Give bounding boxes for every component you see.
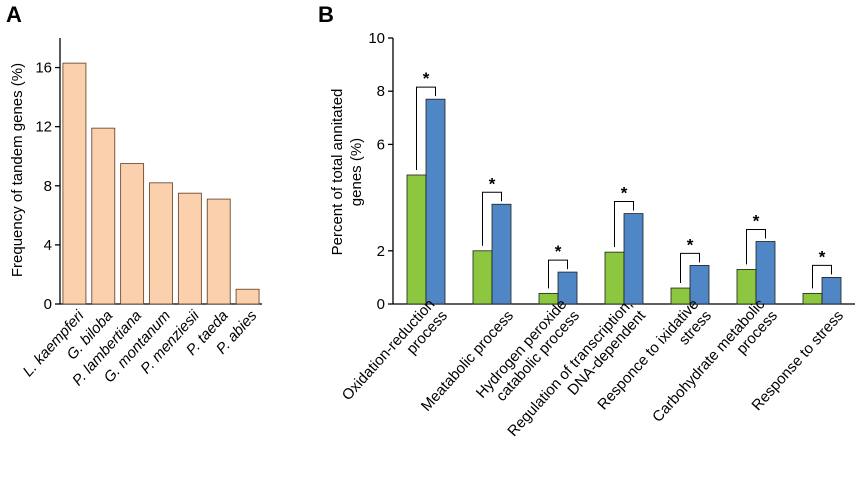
panel-b-significance-star: * <box>753 211 760 230</box>
panel-a-label: A <box>6 2 22 27</box>
panel-b-axes: 0 2 6 8 10 <box>368 30 855 313</box>
panel-b-significance-star: * <box>687 235 694 254</box>
panel-a-y-tick-label: 12 <box>35 119 52 136</box>
panel-a-bar <box>62 62 87 305</box>
panel-a-bar <box>120 163 145 305</box>
panel-b-y-tick-label: 8 <box>377 83 385 100</box>
panel-b-bar <box>689 265 710 305</box>
panel-a-bar <box>235 288 260 305</box>
panel-b-bar <box>755 241 776 305</box>
panel-b-bar <box>802 292 823 305</box>
panel-b-significance-star: * <box>555 242 562 261</box>
panel-b-significance-bracket <box>482 191 502 246</box>
panel-b-category-label-line: Oxidation-reduction <box>339 296 439 404</box>
panel-a-y-tick-label: 0 <box>44 296 52 313</box>
panel-b: B Percent of total annitated genes (%) 0… <box>318 2 855 440</box>
panel-b-significance-star: * <box>423 69 430 88</box>
panel-b-significance-bracket <box>812 264 832 289</box>
panel-b-label: B <box>318 2 334 27</box>
panel-b-bar <box>821 276 842 305</box>
panel-b-bars <box>406 98 842 305</box>
panel-a-y-tick-label: 4 <box>44 237 52 254</box>
panel-b-significance-bracket <box>614 201 634 248</box>
panel-b-y-axis-label-line-1: Percent of total annitated <box>329 89 346 256</box>
panel-b-significance-star: * <box>489 174 496 193</box>
panel-b-bar <box>623 213 644 305</box>
panel-a-y-tick-label: 16 <box>35 60 52 77</box>
panel-a-bar <box>149 182 173 305</box>
panel-b-significance-star: * <box>621 184 628 203</box>
panel-b-significance-bracket <box>548 259 568 289</box>
panel-a-bars <box>62 62 260 305</box>
panel-b-y-axis-label-line-2: genes (%) <box>348 138 365 206</box>
panel-a-bar <box>206 198 231 305</box>
panel-a-bar <box>177 192 202 305</box>
panel-b-bar <box>491 203 512 305</box>
panel-b-y-tick-label: 6 <box>377 136 385 153</box>
panel-b-significance: * * * * * * * <box>416 69 832 289</box>
panel-a: A Frequency of tandem genes (%) 0481216 … <box>6 2 262 389</box>
panel-b-bar <box>557 271 578 305</box>
panel-b-bar <box>406 174 427 305</box>
panel-b-significance-star: * <box>819 247 826 266</box>
panel-b-significance-bracket <box>416 86 436 170</box>
panel-b-significance-bracket <box>680 252 700 284</box>
panel-b-bar <box>472 250 493 305</box>
panel-b-bar <box>604 251 625 305</box>
panel-b-y-tick-label: 0 <box>377 296 385 313</box>
panel-a-y-axis-label: Frequency of tandem genes (%) <box>9 63 26 277</box>
panel-a-y-tick-label: 8 <box>44 178 52 195</box>
panel-b-significance-bracket <box>746 228 766 265</box>
panel-b-y-tick-label: 2 <box>377 243 385 260</box>
panel-b-y-tick-label: 10 <box>368 30 385 47</box>
panel-a-bar <box>91 127 116 305</box>
panel-b-bar <box>425 98 446 305</box>
